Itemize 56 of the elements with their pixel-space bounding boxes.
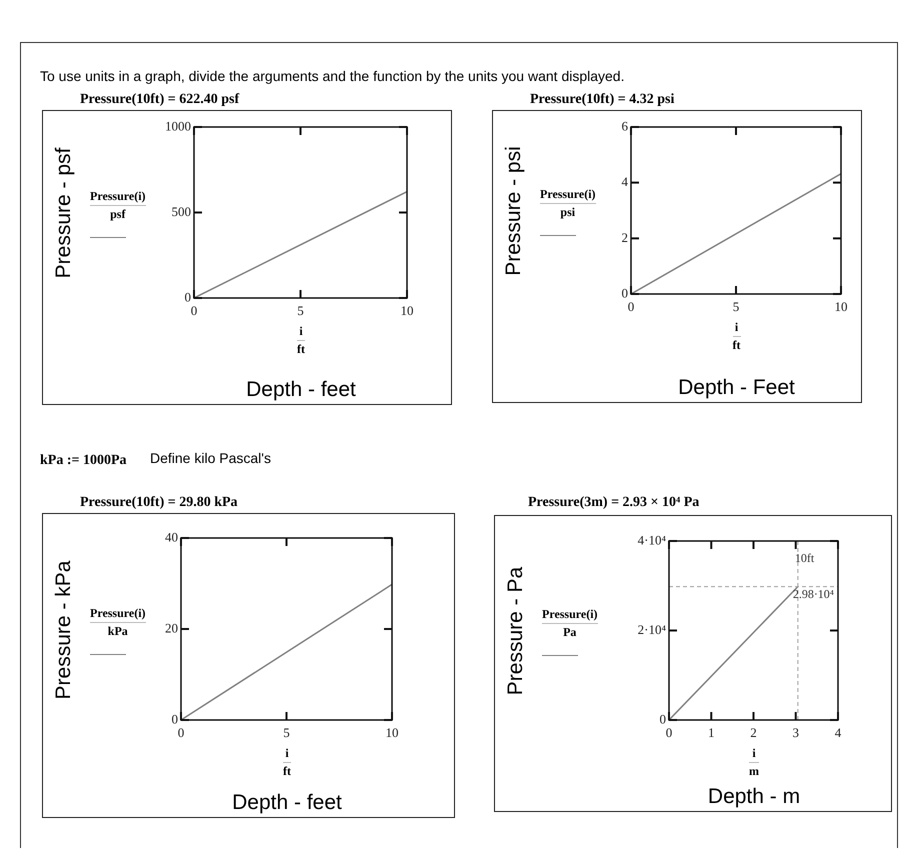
ref-line-label: 2.98·10⁴ — [792, 586, 834, 601]
chart-title: Pressure(10ft) = 4.32 psi — [530, 92, 674, 108]
text: Pressure(i) — [90, 189, 146, 204]
x-axis-title: Depth - Feet — [678, 376, 795, 400]
text: ft — [297, 342, 305, 357]
x-tick-label: 4 — [834, 725, 842, 740]
y-tick-label: 0 — [172, 711, 178, 726]
text: Define kilo Pascal's — [150, 450, 271, 466]
text: i — [299, 324, 303, 339]
text: ft — [283, 764, 291, 779]
text: ft — [732, 338, 740, 353]
x-tick-label: 1 — [708, 725, 714, 740]
text: Pressure(i) — [542, 607, 598, 622]
x-tick-label: 2 — [750, 725, 757, 740]
x-tick-label: 3 — [792, 725, 799, 740]
x-tick-label: 10 — [834, 299, 848, 314]
chart-title: Pressure(10ft) = 622.40 psf — [80, 92, 240, 108]
text: psf — [110, 207, 126, 222]
text: m — [749, 764, 759, 779]
x-tick-label: 5 — [732, 299, 740, 314]
ref-line-label: 10ft — [794, 551, 815, 566]
y-axis-title: Pressure - kPa — [52, 560, 76, 699]
text: i — [285, 746, 289, 761]
x-tick-label: 5 — [297, 303, 304, 318]
y-tick-label: 500 — [172, 204, 191, 219]
y-tick-label: 0 — [660, 711, 666, 726]
y-tick-label: 20 — [165, 620, 178, 636]
y-tick-label: 4 — [622, 174, 628, 190]
x-axis-title: Depth - feet — [246, 378, 356, 402]
text: Pressure(i) — [90, 606, 146, 620]
y-tick-label: 4·10⁴ — [638, 532, 666, 548]
text: i — [734, 320, 738, 335]
y-axis-title: Pressure - Pa — [504, 566, 528, 696]
chart-title: Pressure(10ft) = 29.80 kPa — [80, 495, 238, 511]
text: To use units in a graph, divide the arguments and the function by the units you want displayed. — [40, 68, 624, 84]
y-tick-label: 2 — [622, 230, 628, 245]
x-tick-label: 5 — [283, 725, 290, 740]
text: kPa — [108, 624, 128, 638]
y-axis-title: Pressure - psf — [52, 148, 76, 278]
x-tick-label: 10 — [400, 303, 414, 318]
y-tick-label: 2·10⁴ — [638, 622, 666, 637]
text: i — [752, 746, 756, 761]
y-tick-label: 6 — [622, 118, 628, 134]
x-axis-title: Depth - m — [708, 785, 800, 809]
text: psi — [560, 205, 576, 220]
y-tick-label: 1000 — [165, 118, 191, 134]
chart-title: Pressure(3m) = 2.93 × 10⁴ Pa — [528, 495, 700, 511]
y-tick-label: 0 — [184, 289, 191, 304]
y-axis-title: Pressure - psi — [502, 146, 526, 276]
x-axis-title: Depth - feet — [232, 791, 342, 815]
text: kPa := 1000Pa — [40, 453, 127, 469]
text: Pa — [563, 625, 576, 640]
y-tick-label: 0 — [622, 285, 628, 300]
y-tick-label: 40 — [165, 529, 178, 544]
text: Pressure(i) — [540, 187, 596, 202]
x-tick-label: 10 — [386, 725, 398, 740]
